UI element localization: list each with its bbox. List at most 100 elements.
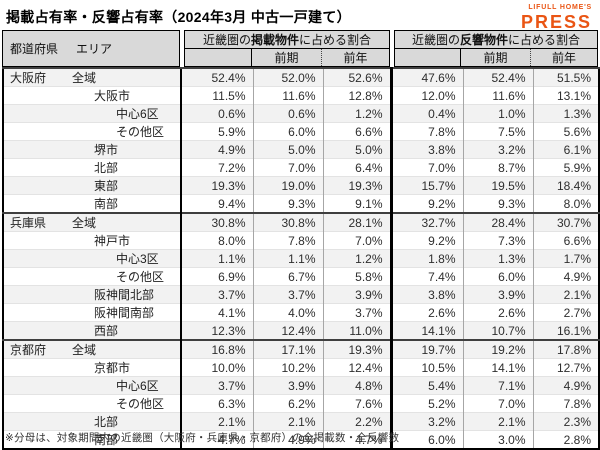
value-cell-listing-prev-year: 3.7%	[322, 303, 391, 322]
area-label: 全域	[72, 71, 97, 85]
area-cell: 京都府 全域	[3, 339, 181, 359]
area-cell: 北部	[3, 412, 181, 431]
area-cell: 北部	[3, 158, 181, 177]
value-cell-listing-current: 12.3%	[180, 321, 253, 340]
table-row: 大阪市 11.5% 11.6% 12.8% 12.0% 11.6% 13.1%	[3, 86, 599, 105]
area-label: 全域	[72, 216, 97, 230]
value-cell-listing-current: 19.3%	[180, 176, 253, 195]
area-label: 大阪市	[94, 89, 131, 103]
value-cell-listing-prev-year: 1.2%	[322, 249, 391, 268]
value-cell-response-prev-period: 1.3%	[462, 249, 533, 268]
lifull-homes-press-logo: LIFULL HOME'S PRESS	[521, 4, 592, 31]
value-cell-response-current: 14.1%	[389, 321, 463, 340]
value-cell-listing-prev-year: 4.8%	[322, 376, 391, 395]
page-title: 掲載占有率・反響占有率（2024年3月 中古一戸建て）	[6, 9, 351, 25]
value-cell-response-prev-period: 52.4%	[462, 67, 533, 87]
value-cell-listing-current: 9.4%	[180, 194, 253, 213]
area-cell: 大阪府 全域	[3, 67, 181, 87]
value-cell-response-prev-period: 7.3%	[462, 231, 533, 250]
value-cell-listing-prev-period: 12.4%	[252, 321, 323, 340]
pref-label: 兵庫県	[10, 216, 47, 230]
value-cell-listing-prev-year: 12.4%	[322, 358, 391, 377]
value-cell-listing-prev-period: 30.8%	[252, 212, 323, 232]
value-cell-response-prev-period: 19.2%	[462, 339, 533, 359]
value-cell-listing-prev-year: 52.6%	[322, 67, 391, 87]
value-cell-response-prev-year: 7.8%	[532, 394, 599, 413]
area-cell: その他区	[3, 267, 181, 286]
area-label: 阪神間北部	[94, 288, 155, 302]
header-response-group: 近畿圏の 反響物件 に占める割合 前期 前年	[394, 30, 598, 67]
table-row: 東部 19.3% 19.0% 19.3% 15.7% 19.5% 18.4%	[3, 176, 599, 195]
value-cell-response-prev-period: 11.6%	[462, 86, 533, 105]
value-cell-listing-current: 4.7%	[180, 430, 253, 449]
table-row: 北部 7.2% 7.0% 6.4% 7.0% 8.7% 5.9%	[3, 158, 599, 177]
header-listing-group: 近畿圏の 掲載物件 に占める割合 前期 前年	[184, 30, 390, 67]
value-cell-response-prev-year: 6.1%	[532, 140, 599, 159]
value-cell-listing-prev-year: 5.8%	[322, 267, 391, 286]
value-cell-response-current: 12.0%	[389, 86, 463, 105]
area-cell: その他区	[3, 122, 181, 141]
value-cell-listing-prev-year: 1.2%	[322, 104, 391, 123]
value-cell-listing-current: 4.9%	[180, 140, 253, 159]
table-row: 南部 9.4% 9.3% 9.1% 9.2% 9.3% 8.0%	[3, 194, 599, 213]
value-cell-listing-prev-year: 9.1%	[322, 194, 391, 213]
area-label: 中心6区	[116, 379, 159, 393]
value-cell-response-current: 7.0%	[389, 158, 463, 177]
area-cell: 西部	[3, 321, 181, 340]
value-cell-listing-current: 6.9%	[180, 267, 253, 286]
value-cell-listing-prev-period: 3.9%	[252, 376, 323, 395]
value-cell-listing-prev-period: 19.0%	[252, 176, 323, 195]
header-listing-title: 近畿圏の 掲載物件 に占める割合	[185, 31, 389, 49]
table-row: 神戸市 8.0% 7.8% 7.0% 9.2% 7.3% 6.6%	[3, 231, 599, 250]
value-cell-response-prev-period: 10.7%	[462, 321, 533, 340]
logo-lifull-homes-text: LIFULL HOME'S	[528, 4, 592, 11]
header-pref-label: 都道府県	[10, 42, 59, 56]
area-label: 北部	[94, 415, 119, 429]
header-listing-bold: 掲載物件	[250, 33, 299, 47]
table-row: 西部 12.3% 12.4% 11.0% 14.1% 10.7% 16.1%	[3, 321, 599, 340]
header-listing-prefix: 近畿圏の	[202, 33, 251, 47]
value-cell-listing-current: 6.3%	[180, 394, 253, 413]
value-cell-response-prev-year: 2.8%	[532, 430, 599, 449]
value-cell-response-prev-period: 3.0%	[462, 430, 533, 449]
area-cell: 南部	[3, 430, 181, 449]
value-cell-response-current: 6.0%	[389, 430, 463, 449]
value-cell-response-prev-year: 1.7%	[532, 249, 599, 268]
value-cell-response-current: 10.5%	[389, 358, 463, 377]
value-cell-listing-current: 0.6%	[180, 104, 253, 123]
value-cell-response-prev-period: 2.6%	[462, 303, 533, 322]
area-cell: 東部	[3, 176, 181, 195]
value-cell-response-prev-year: 4.9%	[532, 376, 599, 395]
logo-press-text: PRESS	[520, 12, 592, 32]
value-cell-listing-current: 3.7%	[180, 376, 253, 395]
footnote: ※分母は、対象期間内の近畿圏（大阪府・兵庫県・京都府）の全掲載数・全反響数	[5, 432, 400, 444]
value-cell-listing-current: 1.1%	[180, 249, 253, 268]
area-cell: 神戸市	[3, 231, 181, 250]
area-label: その他区	[116, 125, 165, 139]
value-cell-listing-prev-year: 19.3%	[322, 339, 391, 359]
share-table: 大阪府 全域 52.4% 52.0% 52.6% 47.6% 52.4% 51.5…	[2, 67, 600, 450]
area-label: 堺市	[94, 143, 119, 157]
table-row: 堺市 4.9% 5.0% 5.0% 3.8% 3.2% 6.1%	[3, 140, 599, 159]
value-cell-response-current: 7.4%	[389, 267, 463, 286]
area-cell: 中心6区	[3, 104, 181, 123]
table-row: 京都市 10.0% 10.2% 12.4% 10.5% 14.1% 12.7%	[3, 358, 599, 377]
area-label: 東部	[94, 179, 119, 193]
area-cell: 阪神間南部	[3, 303, 181, 322]
table-row: 大阪府 全域 52.4% 52.0% 52.6% 47.6% 52.4% 51.5…	[3, 67, 599, 87]
value-cell-response-prev-year: 30.7%	[532, 212, 599, 232]
header-response-prev-period: 前期	[460, 49, 530, 66]
value-cell-response-current: 3.8%	[389, 140, 463, 159]
header-listing-subrow: 前期 前年	[185, 49, 389, 66]
value-cell-response-prev-period: 7.5%	[462, 122, 533, 141]
table-body: 大阪府 全域 52.4% 52.0% 52.6% 47.6% 52.4% 51.5…	[3, 67, 599, 449]
value-cell-response-prev-period: 14.1%	[462, 358, 533, 377]
area-label: 南部	[94, 433, 119, 447]
value-cell-listing-prev-period: 6.2%	[252, 394, 323, 413]
value-cell-listing-prev-period: 7.0%	[252, 158, 323, 177]
area-label: 南部	[94, 197, 119, 211]
value-cell-listing-prev-year: 28.1%	[322, 212, 391, 232]
table-row: 中心6区 0.6% 0.6% 1.2% 0.4% 1.0% 1.3%	[3, 104, 599, 123]
area-label: 北部	[94, 161, 119, 175]
